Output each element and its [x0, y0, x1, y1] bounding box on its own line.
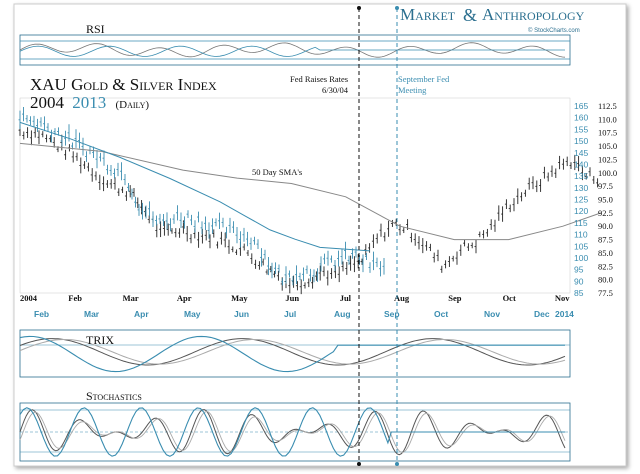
- annotation-sma: 50 Day SMA's: [252, 167, 302, 177]
- x-tick-2004: Mar: [123, 293, 139, 303]
- y-tick-2004: 82.5: [598, 261, 613, 271]
- y-tick-2004: 80.0: [598, 275, 613, 285]
- x-tick-2013: Jul: [284, 309, 296, 319]
- x-tick-2004: Nov: [555, 293, 570, 303]
- september-fed-dot-top: [395, 6, 399, 10]
- y-tick-2004: 92.5: [598, 208, 613, 218]
- y-tick-2004: 102.5: [598, 154, 617, 164]
- x-tick-2004: Jul: [340, 293, 352, 303]
- annotation-sept-line1: September Fed: [398, 74, 450, 84]
- trix-line-2013: [19, 335, 565, 373]
- x-tick-2013: Sep: [384, 309, 400, 319]
- y-tick-2013: 145: [574, 148, 588, 158]
- sma-2004-line: [19, 142, 602, 241]
- y-tick-2004: 105.0: [598, 141, 617, 151]
- y-tick-2004: 85.0: [598, 248, 613, 258]
- y-tick-2013: 90: [574, 276, 584, 286]
- y-tick-2013: 95: [574, 265, 584, 275]
- y-tick-2004: 97.5: [598, 181, 613, 191]
- x-tick-2004: Sep: [448, 293, 462, 303]
- brand-part1: Market: [400, 5, 456, 24]
- y-tick-2004: 112.5: [598, 101, 617, 111]
- y-tick-2013: 120: [574, 206, 588, 216]
- stochastics-panel: Stochastics: [19, 389, 571, 462]
- annotation-fed-raises: Fed Raises Rates 6/30/04: [290, 74, 349, 95]
- chart-title: XAU Gold & Silver Index 2004 2013 (Daily…: [30, 75, 217, 112]
- x-tick-2004: Feb: [68, 293, 82, 303]
- y-axis-2013: 1651601551501451401351301251201151101051…: [574, 101, 588, 298]
- x-tick-2013: Aug: [334, 309, 351, 319]
- y-tick-2013: 150: [574, 136, 588, 146]
- y-tick-2013: 115: [574, 218, 588, 228]
- y-tick-2004: 100.0: [598, 168, 617, 178]
- y-tick-2013: 130: [574, 183, 588, 193]
- price-bars-2013: [18, 106, 385, 286]
- trix-label: TRIX: [86, 333, 114, 347]
- stochastics-signal-2004: [19, 411, 566, 453]
- stochastics-label: Stochastics: [86, 389, 142, 403]
- y-tick-2013: 100: [574, 253, 588, 263]
- title-line1: XAU Gold & Silver Index: [30, 75, 217, 94]
- y-tick-2004: 107.5: [598, 128, 617, 138]
- x-tick-2013: Feb: [34, 309, 49, 319]
- x-tick-2013: Dec: [534, 309, 550, 319]
- trix-line-2004: [19, 338, 566, 366]
- x-tick-2013: Apr: [134, 309, 149, 319]
- main-price-panel: [18, 97, 602, 295]
- y-tick-2004: 77.5: [598, 288, 613, 298]
- fed-raise-rates-dot-top: [357, 6, 361, 10]
- x-tick-2004: Aug: [394, 293, 410, 303]
- x-axis-2013: Feb Mar Apr May Jun Jul Aug Sep Oct Nov Dec 2014: [34, 309, 574, 319]
- x-tick-2004: Apr: [177, 293, 192, 303]
- y-tick-2004: 95.0: [598, 195, 613, 205]
- title-year-2004: 2004: [30, 93, 65, 112]
- y-tick-2013: 165: [574, 101, 588, 111]
- annotation-fed-line1: Fed Raises Rates: [290, 74, 348, 84]
- x-tick-2004: 2004: [20, 293, 38, 303]
- sma-2013-line: [19, 121, 371, 252]
- rsi-line-2004: [19, 42, 566, 58]
- x-tick-2004: Oct: [503, 293, 516, 303]
- x-tick-2013: May: [184, 309, 201, 319]
- y-tick-2004: 90.0: [598, 221, 613, 231]
- brand-url: © StockCharts.com: [528, 27, 580, 34]
- y-tick-2013: 125: [574, 195, 588, 205]
- y-tick-2013: 85: [574, 288, 584, 298]
- annotation-sept-line2: Meeting: [398, 85, 427, 95]
- y-tick-2004: 87.5: [598, 235, 613, 245]
- brand-ampersand-icon: &: [463, 5, 477, 25]
- y-tick-2013: 110: [574, 230, 588, 240]
- x-tick-2013: Mar: [84, 309, 100, 319]
- y-tick-2013: 160: [574, 113, 588, 123]
- rsi-label: RSI: [86, 22, 105, 36]
- september-fed-dot-bottom: [395, 462, 399, 466]
- title-suffix: (Daily): [116, 99, 150, 111]
- stochastics-line-2013: [19, 407, 565, 457]
- annotation-september-fed: September Fed Meeting: [398, 74, 450, 95]
- title-year-2013: 2013: [72, 93, 106, 112]
- brand-logo: Market & Anthropology © StockCharts.com: [400, 5, 585, 34]
- annotation-fed-line2: 6/30/04: [322, 85, 349, 95]
- svg-text:2004 2013 (Daily): 2004 2013 (Daily): [30, 93, 149, 112]
- brand-part2: Anthropology: [482, 5, 585, 24]
- x-tick-2013: 2014: [555, 309, 574, 319]
- y-tick-2004: 110.0: [598, 114, 617, 124]
- y-tick-2013: 140: [574, 159, 588, 169]
- trix-panel: TRIX: [19, 329, 571, 378]
- x-tick-2004: May: [231, 293, 248, 303]
- y-tick-2013: 135: [574, 171, 588, 181]
- x-tick-2004: Jun: [285, 293, 299, 303]
- x-tick-2013: Jun: [234, 309, 249, 319]
- y-axis-2004: 112.5 110.0 107.5 105.0 102.5 100.0 97.5 95.0 92…: [598, 101, 617, 298]
- y-tick-2013: 155: [574, 124, 588, 134]
- rsi-line-2013: [19, 45, 565, 57]
- x-axis-2004: 2004 Feb Mar Apr May Jun Jul Aug Sep Oct Nov: [20, 293, 570, 303]
- fed-raise-rates-dot-bottom: [357, 462, 361, 466]
- rsi-panel: RSI: [19, 22, 571, 66]
- x-tick-2013: Oct: [434, 309, 448, 319]
- x-tick-2013: Nov: [484, 309, 500, 319]
- y-tick-2013: 105: [574, 241, 588, 251]
